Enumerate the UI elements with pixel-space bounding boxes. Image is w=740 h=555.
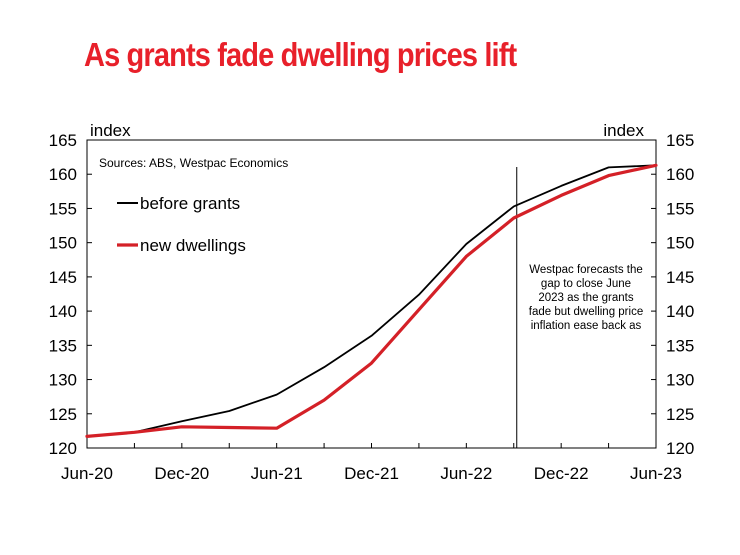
y-tick-label-left: 160 [49, 165, 77, 184]
y-tick-label-right: 130 [666, 371, 694, 390]
y-tick-label-right: 135 [666, 336, 694, 355]
x-tick-label: Jun-20 [61, 464, 113, 483]
source-note: Sources: ABS, Westpac Economics [99, 156, 288, 170]
y-tick-label-right: 120 [666, 439, 694, 458]
y-tick-label-left: 150 [49, 234, 77, 253]
y-tick-label-left: 135 [49, 336, 77, 355]
y-tick-label-left: 155 [49, 199, 77, 218]
y-tick-label-right: 150 [666, 234, 694, 253]
y-tick-label-right: 160 [666, 165, 694, 184]
y-tick-label-right: 125 [666, 405, 694, 424]
y-axis-unit-left: index [90, 121, 131, 140]
forecast-annotation-line: 2023 as the grants [538, 292, 634, 304]
x-tick-label: Dec-21 [344, 464, 399, 483]
x-tick-label: Jun-22 [440, 464, 492, 483]
y-tick-label-left: 165 [49, 131, 77, 150]
forecast-annotation-line: inflation ease back as [531, 320, 642, 332]
y-tick-label-right: 165 [666, 131, 694, 150]
x-tick-label: Dec-22 [534, 464, 589, 483]
chart-title: As grants fade dwelling prices lift [84, 36, 517, 73]
y-tick-label-left: 125 [49, 405, 77, 424]
legend-label: new dwellings [140, 236, 246, 255]
forecast-annotation-line: fade but dwelling price [529, 306, 643, 318]
x-tick-label: Dec-20 [154, 464, 209, 483]
legend-label: before grants [140, 194, 240, 213]
y-tick-label-left: 145 [49, 268, 77, 287]
axes: 120 120 125 125 130 130 135 135 140 140 145 145 150 1… [49, 131, 695, 483]
x-tick-label: Jun-21 [251, 464, 303, 483]
y-axis-unit-right: index [603, 121, 644, 140]
x-tick-label: Jun-23 [630, 464, 682, 483]
y-tick-label-left: 120 [49, 439, 77, 458]
series-layer [85, 163, 658, 438]
y-tick-label-left: 130 [49, 371, 77, 390]
forecast-annotation-line: gap to close June [541, 278, 631, 290]
y-tick-label-right: 145 [666, 268, 694, 287]
y-tick-label-right: 155 [666, 199, 694, 218]
labels: index index before grants new dwellings Sour… [90, 121, 645, 332]
y-tick-label-right: 140 [666, 302, 694, 321]
y-tick-label-left: 140 [49, 302, 77, 321]
forecast-annotation-line: Westpac forecasts the [529, 264, 643, 276]
